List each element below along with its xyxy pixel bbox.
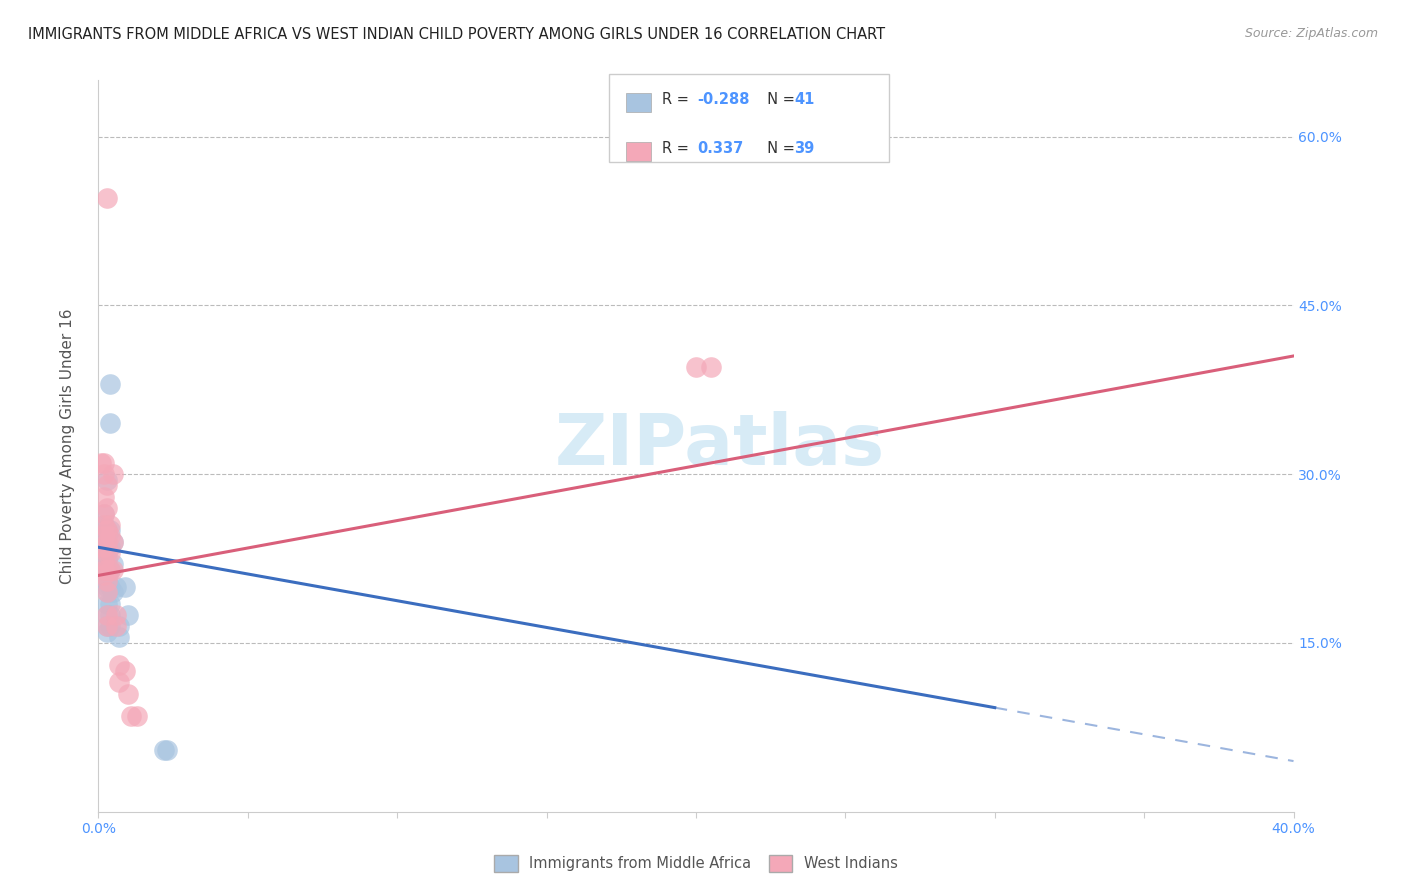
Point [98,377,122,392]
Point [96,580,118,594]
Text: Source: ZipAtlas.com: Source: ZipAtlas.com [1244,27,1378,40]
Point [98,580,122,594]
Point [98,607,122,622]
Point [103,534,125,549]
Point [96,478,118,492]
Point [96,534,118,549]
Point [93,529,115,543]
Point [93,563,115,577]
Point [96,524,118,538]
Point [98,524,122,538]
Point [90,456,112,470]
Text: 41: 41 [794,92,814,106]
Text: N =: N = [758,92,800,106]
Point [90,551,112,566]
Point [96,529,118,543]
Point [98,563,122,577]
Point [96,546,118,560]
Point [103,563,125,577]
Text: IMMIGRANTS FROM MIDDLE AFRICA VS WEST INDIAN CHILD POVERTY AMONG GIRLS UNDER 16 : IMMIGRANTS FROM MIDDLE AFRICA VS WEST IN… [28,27,886,42]
Point [96,585,118,599]
Point [96,524,118,538]
Point [156,743,179,757]
Point [98,517,122,532]
Point [93,557,115,571]
Point [93,551,115,566]
Point [96,563,118,577]
Point [96,563,118,577]
Point [685,360,707,375]
Point [105,619,128,633]
Point [93,507,115,521]
Point [96,619,118,633]
Point [108,630,131,644]
Point [96,568,118,582]
Text: N =: N = [758,141,800,155]
Point [127,709,149,723]
Point [96,597,118,611]
Point [96,473,118,487]
Point [98,619,122,633]
Point [108,619,131,633]
Point [93,507,115,521]
Y-axis label: Child Poverty Among Girls Under 16: Child Poverty Among Girls Under 16 [60,309,75,583]
Point [117,687,139,701]
Point [96,607,118,622]
Point [96,607,118,622]
Point [96,585,118,599]
Point [96,624,118,639]
Point [93,529,115,543]
Text: 0.337: 0.337 [697,141,744,155]
Point [93,467,115,482]
Point [98,597,122,611]
Point [108,675,131,690]
Point [98,529,122,543]
Point [93,490,115,504]
Text: R =: R = [662,92,693,106]
Point [93,563,115,577]
Point [96,574,118,588]
Point [103,585,125,599]
Point [93,568,115,582]
Point [96,619,118,633]
Point [93,517,115,532]
Point [98,417,122,431]
Point [103,557,125,571]
Point [114,664,136,678]
Point [96,191,118,205]
Point [105,607,128,622]
Point [114,580,136,594]
Point [96,551,118,566]
Point [96,541,118,555]
Text: 39: 39 [794,141,814,155]
Text: -0.288: -0.288 [697,92,749,106]
Point [93,517,115,532]
Point [105,580,128,594]
Point [93,541,115,555]
Point [700,360,723,375]
Point [98,546,122,560]
Point [103,467,125,482]
Point [98,541,122,555]
Point [120,709,142,723]
Point [93,568,115,582]
Point [153,743,176,757]
Point [96,500,118,515]
Legend: Immigrants from Middle Africa, West Indians: Immigrants from Middle Africa, West Indi… [488,849,904,878]
Point [93,551,115,566]
Point [98,563,122,577]
Text: ZIPatlas: ZIPatlas [555,411,884,481]
Point [108,658,131,673]
Point [93,456,115,470]
Point [96,574,118,588]
Text: R =: R = [662,141,699,155]
Point [103,534,125,549]
Point [117,607,139,622]
